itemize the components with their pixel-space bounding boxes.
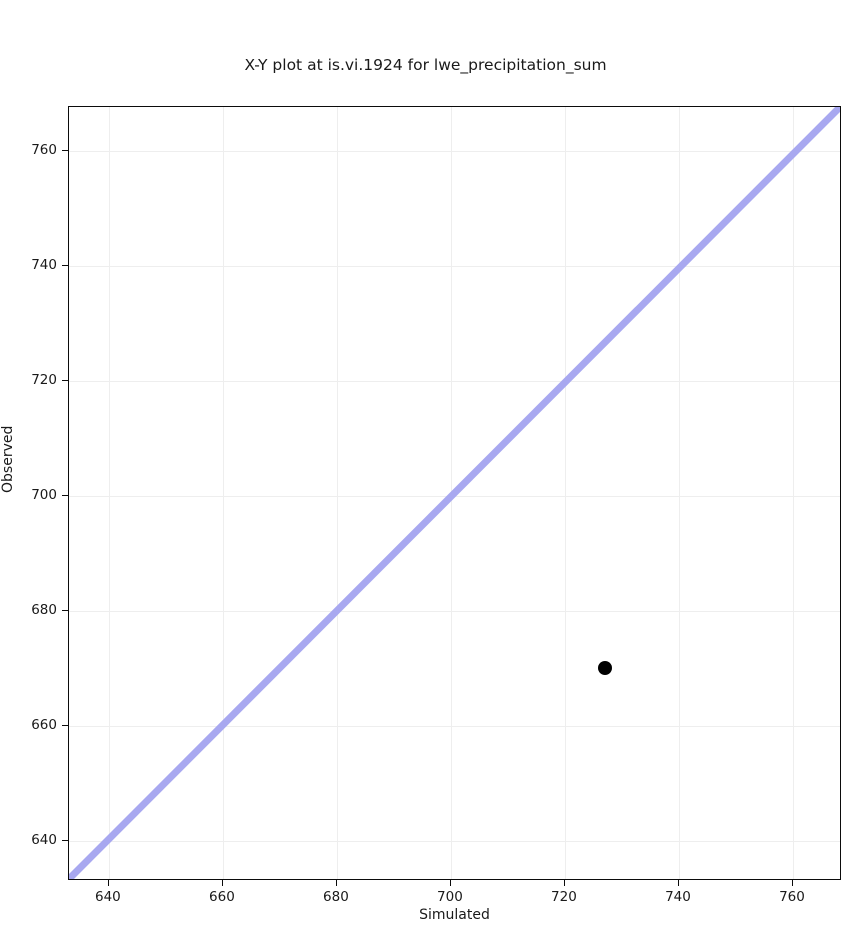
y-axis-label: Observed	[0, 425, 16, 493]
x-tick-label-700: 700	[437, 889, 463, 905]
one-to-one-reference-line	[69, 107, 840, 879]
y-tick-label-720: 720	[31, 371, 57, 388]
x-tick-mark-740	[677, 880, 680, 886]
y-tick-mark-760	[62, 149, 68, 151]
y-tick-mark-680	[62, 609, 68, 612]
gridline-vertical-760	[792, 107, 795, 879]
x-tick-label-680: 680	[323, 889, 349, 905]
y-tick-mark-740	[62, 264, 68, 266]
x-tick-mark-640	[107, 880, 110, 886]
y-tick-label-700: 700	[31, 486, 57, 503]
x-tick-label-640: 640	[95, 889, 121, 905]
y-tick-mark-660	[62, 724, 68, 727]
x-tick-mark-720	[563, 880, 566, 886]
x-tick-label-660: 660	[209, 889, 235, 905]
x-tick-mark-760	[791, 880, 794, 886]
gridline-horizontal-720	[69, 380, 840, 383]
gridline-horizontal-760	[69, 150, 840, 153]
gridline-vertical-720	[564, 107, 567, 879]
chart-title-line-1: X-Y plot at is.vi.1924 for lwe_precipita…	[244, 56, 607, 74]
gridline-vertical-640	[108, 107, 111, 879]
plot-area	[68, 106, 841, 880]
x-tick-label-760: 760	[779, 889, 805, 905]
gridline-horizontal-660	[69, 725, 840, 728]
gridline-horizontal-740	[69, 265, 840, 268]
gridline-vertical-660	[222, 107, 225, 879]
gridline-horizontal-680	[69, 610, 840, 613]
x-tick-mark-700	[449, 880, 452, 886]
data-point-0[interactable]	[597, 661, 612, 676]
y-tick-label-760: 760	[31, 141, 57, 158]
x-tick-mark-660	[221, 880, 224, 886]
y-tick-mark-640	[62, 839, 68, 842]
x-tick-label-720: 720	[551, 889, 577, 905]
y-tick-label-680: 680	[31, 601, 57, 618]
y-tick-label-740: 740	[31, 256, 57, 273]
identity-line-path	[69, 107, 840, 879]
x-tick-label-740: 740	[665, 889, 691, 905]
y-tick-label-660: 660	[31, 716, 57, 733]
gridline-vertical-740	[678, 107, 681, 879]
x-tick-mark-680	[335, 880, 338, 886]
y-tick-label-640: 640	[31, 831, 57, 848]
y-tick-mark-700	[62, 494, 68, 497]
gridline-horizontal-640	[69, 840, 840, 843]
x-axis-label: Simulated	[419, 907, 490, 923]
gridline-vertical-680	[336, 107, 339, 879]
y-tick-mark-720	[62, 379, 68, 381]
